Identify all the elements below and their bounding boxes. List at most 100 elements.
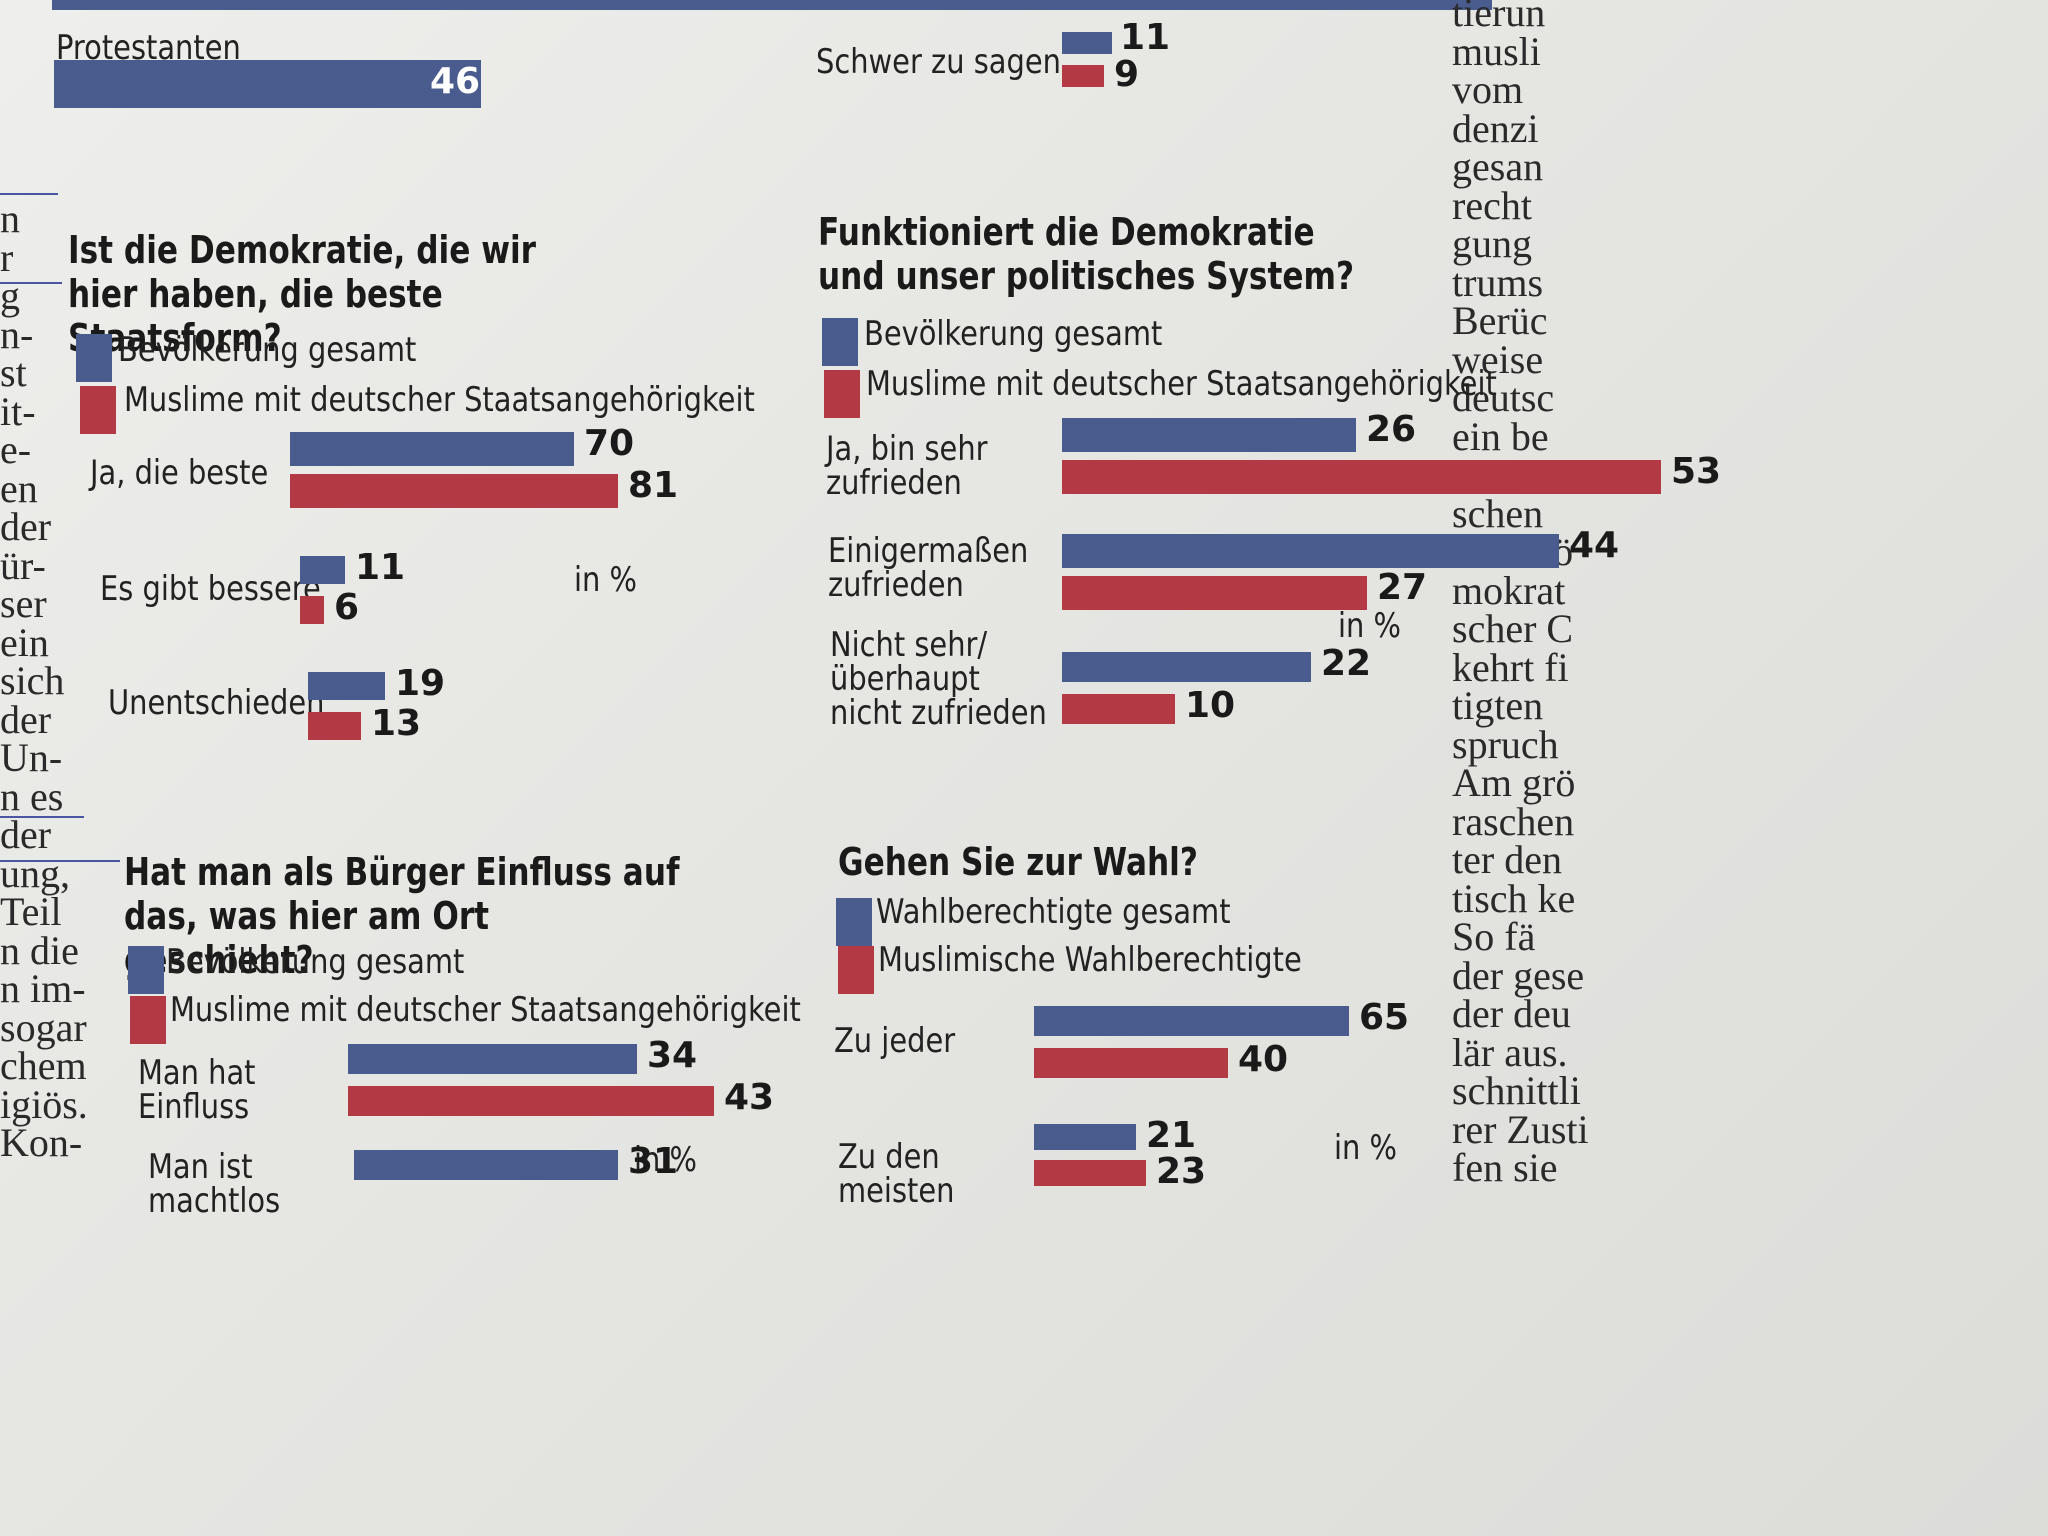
category-label: Man ist machtlos (148, 1147, 281, 1221)
column-line: g (0, 273, 20, 318)
column-line: tisch ke (1452, 875, 1576, 921)
protestanten-value: 46 (430, 61, 481, 102)
column-line: scher C (1452, 606, 1574, 651)
category-label: Nicht sehr/ überhaupt nicht zufrieden (830, 625, 1047, 733)
column-line: spruch (1452, 721, 1559, 767)
column-line: Am grö (1452, 760, 1576, 805)
schwer-bar-red (1062, 65, 1104, 87)
data-label: 31 (628, 1141, 679, 1182)
column-line: en (0, 465, 38, 511)
column-line: r (0, 234, 14, 280)
column-line: ser (0, 581, 47, 626)
schwer-value-blue: 11 (1120, 17, 1171, 58)
column-line: Berüc (1452, 298, 1548, 343)
column-line: ter den (1452, 837, 1562, 882)
chart4-legend-blue: Wahlberechtigte gesamt (876, 892, 1231, 932)
column-line: sich (0, 658, 65, 703)
chart2-unit: in % (1338, 606, 1401, 646)
chart2-title: Funktioniert die Demokratie und unser po… (818, 210, 1355, 298)
schwer-bar-blue (1062, 32, 1112, 54)
protestanten-bar (54, 60, 481, 108)
data-label: 10 (1185, 685, 1236, 726)
schwer-label: Schwer zu sagen (816, 42, 1061, 82)
category-label: Man hat Einfluss (138, 1053, 256, 1127)
column-line: schnittli (1452, 1068, 1581, 1113)
chart1-title: Ist die Demokratie, die wir hier haben, … (68, 228, 537, 360)
left-rule-2 (0, 282, 62, 284)
column-line: igiös. (0, 1081, 88, 1127)
bar-red (1062, 694, 1175, 724)
data-label: 44 (1569, 525, 1620, 566)
chart3-legend-blue-swatch (128, 946, 164, 994)
column-line: denzi (1452, 105, 1539, 151)
column-line: it- (0, 388, 36, 434)
chart4-unit: in % (1334, 1128, 1397, 1168)
bar-blue (308, 672, 385, 700)
column-line: raschen (1452, 798, 1575, 844)
chart4-legend-red: Muslimische Wahlberechtigte (878, 940, 1302, 980)
column-line: der (0, 696, 52, 742)
column-line: Teil (0, 889, 62, 934)
column-line: vom (1452, 67, 1524, 112)
data-label: 23 (1156, 1151, 1207, 1192)
column-line: mokrat (1452, 567, 1566, 613)
category-label: Es gibt bessere (100, 569, 321, 609)
column-line: ür- (0, 542, 46, 588)
data-label: 22 (1321, 643, 1372, 684)
chart1-unit: in % (574, 560, 637, 600)
column-line: Un- (0, 735, 63, 780)
column-line: sogar (0, 1004, 87, 1050)
bar-red (1062, 460, 1661, 494)
data-label: 34 (647, 1035, 698, 1076)
column-line: n- (0, 311, 34, 357)
chart4-legend-blue-swatch (836, 898, 872, 946)
chart1-legend-blue: Bevölkerung gesamt (118, 330, 417, 370)
data-label: 27 (1377, 567, 1428, 608)
chart4-legend-red-swatch (838, 946, 874, 994)
bar-red (1062, 576, 1367, 610)
data-label: 70 (584, 423, 635, 464)
column-line: tigten (1452, 683, 1544, 728)
column-line: So fä (1452, 914, 1536, 959)
column-line: der deu (1452, 991, 1571, 1036)
column-line: e- (0, 427, 32, 472)
left-rule-3 (0, 816, 84, 818)
chart1-legend-blue-swatch (76, 334, 112, 382)
category-label: Ja, die beste (90, 453, 269, 493)
chart3-unit: in % (634, 1140, 697, 1180)
data-label: 43 (724, 1077, 775, 1118)
bar-red (308, 712, 361, 740)
chart2-legend-red-swatch (824, 370, 860, 418)
column-line: n es (0, 773, 64, 819)
column-line: der (0, 504, 52, 549)
column-line: gesan (1452, 144, 1544, 189)
column-line: n im- (0, 966, 86, 1011)
column-line: fen sie (1452, 1145, 1558, 1190)
chart1-legend-red: Muslime mit deutscher Staatsangehörigkei… (124, 380, 755, 420)
chart2-legend-red: Muslime mit deutscher Staatsangehörigkei… (866, 364, 1497, 404)
column-line: n (0, 200, 20, 241)
data-label: 13 (371, 703, 422, 744)
category-label: Zu den meisten (838, 1137, 955, 1211)
data-label: 65 (1359, 997, 1410, 1038)
bar-blue (300, 556, 345, 584)
left-column-text: n r g n-st it-e-en der ür-ser ein sich der Un-n es… (0, 200, 90, 1536)
bar-blue (354, 1150, 618, 1180)
category-label: Zu jeder (834, 1021, 956, 1061)
column-line: ein be (1452, 413, 1549, 459)
column-line: ung, (0, 850, 70, 896)
data-label: 26 (1366, 409, 1417, 450)
bar-blue (1034, 1006, 1349, 1036)
chart1-legend-red-swatch (80, 386, 116, 434)
bar-red (1034, 1048, 1228, 1078)
column-line: trums (1452, 259, 1544, 305)
chart2-legend-blue-swatch (822, 318, 858, 366)
column-line: st (0, 350, 27, 395)
column-line: der gese (1452, 952, 1585, 998)
category-label: Einigermaßen zufrieden (828, 531, 1029, 605)
column-line: deutsc (1452, 375, 1555, 420)
column-line: musli (1452, 28, 1541, 74)
left-rule-4 (0, 860, 120, 862)
bar-red (300, 596, 324, 624)
data-label: 6 (334, 587, 360, 628)
